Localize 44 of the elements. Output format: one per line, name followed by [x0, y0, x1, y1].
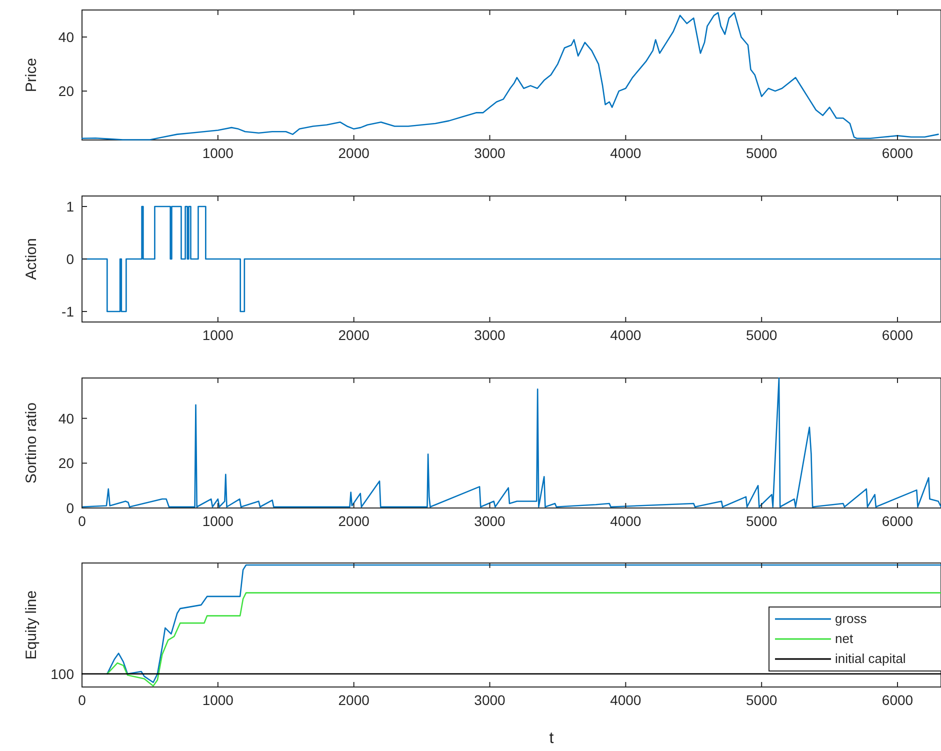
y-tick-label: 1	[66, 198, 74, 214]
x-tick-label: 1000	[202, 692, 234, 708]
x-tick-label: 3000	[474, 692, 506, 708]
x-tick-label: 4000	[610, 327, 642, 343]
legend-label: initial capital	[835, 651, 906, 666]
x-tick-label: 6000	[882, 513, 914, 529]
x-tick-label: 4000	[610, 513, 642, 529]
x-tick-label: 2000	[338, 692, 370, 708]
x-tick-label: 6000	[882, 145, 914, 161]
text: 100	[50, 666, 74, 682]
x-tick-label: 3000	[474, 513, 506, 529]
x-tick-label: 4000	[610, 692, 642, 708]
x-tick-label: 0	[78, 513, 86, 529]
x-tick-label: 6000	[882, 327, 914, 343]
x-tick-label: 4000	[610, 145, 642, 161]
y-tick-label: 40	[58, 29, 74, 46]
y-axis-title: Equity line	[23, 590, 40, 660]
y-axis-title: Price	[23, 58, 40, 92]
x-tick-label: 1000	[202, 327, 234, 343]
x-tick-label: 5000	[746, 513, 778, 529]
x-tick-label: 3000	[474, 327, 506, 343]
x-tick-label: 5000	[746, 327, 778, 343]
y-tick-label: 40	[58, 410, 74, 426]
y-tick-label: 20	[58, 455, 74, 472]
x-tick-label: 2000	[338, 327, 370, 343]
x-tick-label: 3000	[474, 145, 506, 161]
x-tick-label: 5000	[746, 692, 778, 708]
x-axis-title: t	[549, 730, 554, 747]
x-tick-label: 6000	[882, 692, 914, 708]
x-tick-label: 2000	[338, 145, 370, 161]
y-tick-label: -1	[62, 304, 74, 320]
x-tick-label: 2000	[338, 513, 370, 529]
x-tick-label: 1000	[202, 145, 234, 161]
y-axis-title: Sortino ratio	[23, 402, 40, 484]
y-tick-label: 20	[58, 83, 74, 100]
legend-label: gross	[835, 611, 868, 626]
line-series	[81, 12, 939, 140]
y-tick-label: 0	[66, 251, 74, 267]
legend-label: net	[835, 631, 854, 646]
x-tick-label: 5000	[746, 145, 778, 161]
x-tick-label: 0	[78, 692, 86, 708]
x-tick-label: 1000	[202, 513, 234, 529]
y-tick-label: 0	[66, 500, 74, 516]
y-axis-title: Action	[23, 238, 40, 280]
